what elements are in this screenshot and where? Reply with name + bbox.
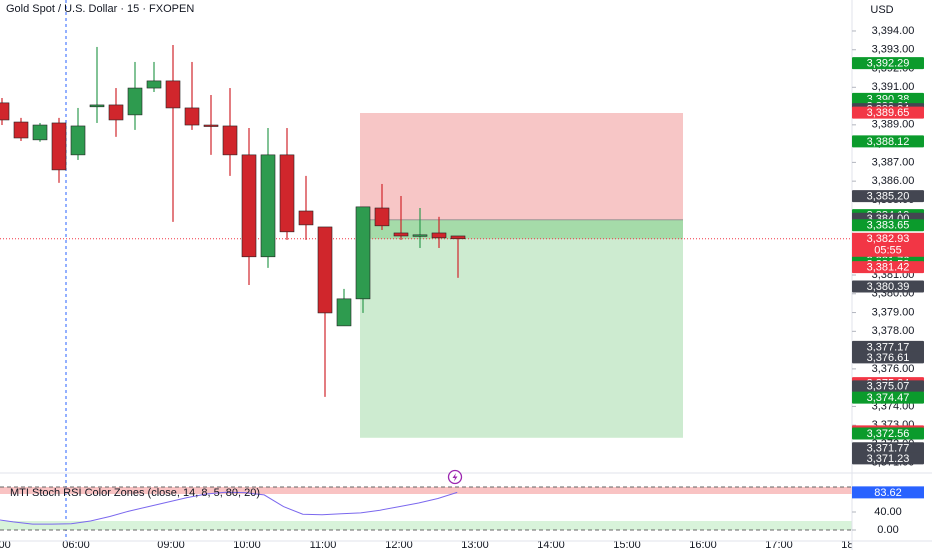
price-axis: 3,371.003,372.003,373.003,374.003,375.00… (852, 25, 924, 536)
price-label: 3,374.47 (867, 392, 910, 404)
candle-body (355, 206, 371, 300)
price-label: 3,392.29 (867, 57, 910, 69)
alert-icon[interactable] (447, 469, 463, 485)
x-tick-label: 17:00 (765, 539, 793, 550)
oversold-zone (0, 521, 852, 530)
x-tick-label: 14:00 (537, 539, 565, 550)
candle-body (146, 80, 162, 89)
open-pnl-zone (360, 219, 683, 239)
plot-area: MTI Stoch RSI Color Zones (close, 14, 8,… (0, 0, 869, 550)
x-tick-label: 18:00 (841, 539, 869, 550)
indicator-line (0, 491, 458, 525)
indicator-tick-label: 0.00 (877, 524, 898, 536)
y-tick-label: 3,387.00 (872, 156, 915, 168)
candle-body (317, 226, 333, 314)
stop-zone (360, 113, 683, 220)
candle-body (127, 87, 143, 116)
price-label-box (852, 380, 924, 393)
y-tick-label: 3,394.00 (872, 25, 915, 37)
candle-body (222, 125, 238, 156)
indicator-value-box (852, 486, 924, 499)
last-price-box (852, 232, 924, 257)
currency-label: USD (870, 4, 893, 16)
candle-body (184, 107, 200, 126)
price-label-box (852, 280, 924, 293)
price-label-box (852, 340, 924, 353)
price-label: 3,376.61 (867, 352, 910, 364)
x-tick-label: 13:00 (461, 539, 489, 550)
overbought-zone (0, 487, 852, 494)
price-label-box (852, 261, 924, 274)
candle-body (0, 102, 10, 121)
x-tick-label: 06:00 (62, 539, 90, 550)
candle-body (298, 210, 314, 226)
price-label-box (852, 57, 924, 70)
x-tick-label: 09:00 (157, 539, 185, 550)
candle-body (32, 124, 48, 141)
y-tick-label: 3,378.00 (872, 325, 915, 337)
target-zone (360, 219, 683, 438)
candle-body (108, 104, 124, 121)
x-tick-label: 15:00 (613, 539, 641, 550)
candle-body (450, 235, 466, 240)
price-label: 3,372.56 (867, 428, 910, 440)
y-tick-label: 3,386.00 (872, 175, 915, 187)
x-tick-label: 10:00 (233, 539, 261, 550)
price-label: 3,375.07 (867, 381, 910, 393)
indicator-value-label: 83.62 (874, 487, 902, 499)
candle-body (279, 154, 295, 233)
candle-body (393, 232, 409, 237)
price-label-box (852, 351, 924, 364)
candle-body (336, 298, 352, 327)
price-label-box (852, 452, 924, 465)
y-tick-label: 3,376.00 (872, 363, 915, 375)
indicator-tick-label: 40.00 (874, 506, 902, 518)
price-label: 3,385.20 (867, 191, 910, 203)
price-label-box (852, 442, 924, 455)
y-tick-label: 3,389.00 (872, 119, 915, 131)
price-label: 3,383.65 (867, 220, 910, 232)
candle-body (51, 122, 67, 171)
candle-body (412, 234, 428, 237)
y-tick-label: 3,379.00 (872, 306, 915, 318)
price-label: 3,389.65 (867, 107, 910, 119)
countdown-label: 05:55 (874, 245, 902, 257)
x-tick-label: 11:00 (310, 539, 337, 550)
price-label: 3,371.23 (867, 453, 910, 465)
last-price-label: 3,382.93 (867, 233, 910, 245)
candle-body (260, 154, 276, 258)
candle-body (70, 125, 86, 156)
candle-body (431, 232, 447, 239)
price-label: 3,380.39 (867, 281, 910, 293)
price-label: 3,388.12 (867, 136, 910, 148)
x-tick-label: 16:00 (689, 539, 717, 550)
y-tick-label: 3,393.00 (872, 44, 915, 56)
price-label-box (852, 135, 924, 148)
candle-body (165, 80, 181, 109)
price-label-box (852, 106, 924, 119)
candle-body (374, 207, 390, 227)
price-label: 3,381.42 (867, 262, 910, 274)
x-tick-label: 05:00 (0, 539, 11, 550)
price-label-box (852, 391, 924, 404)
candle-body (13, 121, 29, 139)
indicator-title: MTI Stoch RSI Color Zones (close, 14, 8,… (10, 487, 260, 499)
x-tick-label: 12:00 (385, 539, 413, 550)
candle-body (89, 104, 105, 108)
price-label-box (852, 427, 924, 440)
price-label: 3,371.77 (867, 443, 910, 455)
price-label-box (852, 219, 924, 232)
price-label-box (852, 190, 924, 203)
candle-body (241, 154, 257, 258)
price-label: 3,377.17 (867, 341, 910, 353)
chart-title: Gold Spot / U.S. Dollar · 15 · FXOPEN (6, 3, 194, 15)
y-tick-label: 3,391.00 (872, 81, 915, 93)
candle-body (203, 124, 219, 127)
